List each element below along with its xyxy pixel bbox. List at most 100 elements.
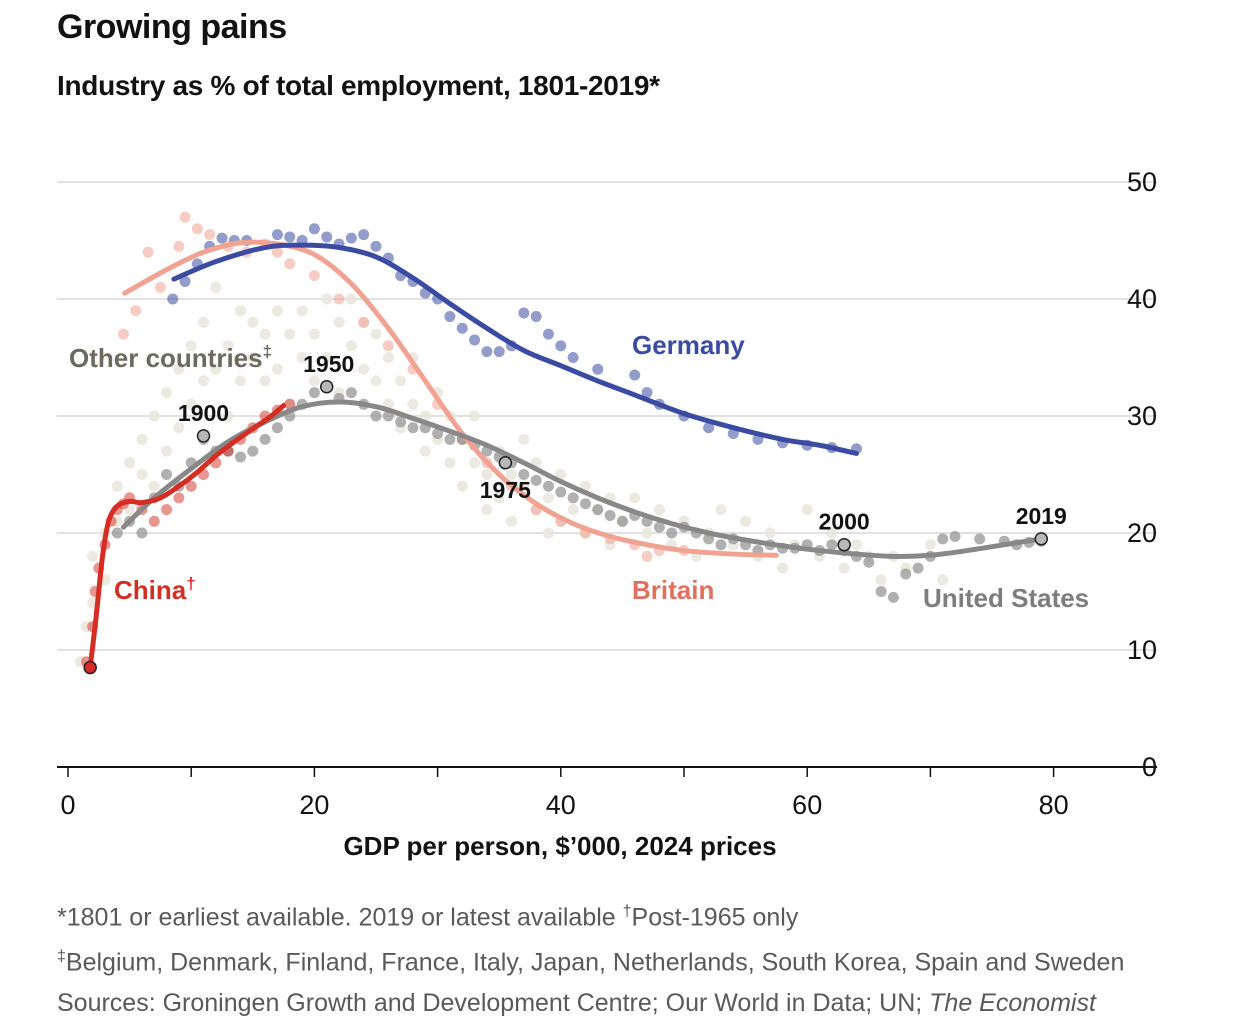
britain-point (142, 246, 154, 258)
united-states-point (715, 539, 727, 551)
other-countries-point (506, 469, 518, 480)
other-countries-point (370, 375, 382, 387)
x-tick-label: 80 (1039, 790, 1069, 820)
germany-point (518, 307, 530, 319)
other-countries-point (198, 375, 210, 387)
y-tick-label: 20 (1127, 518, 1157, 548)
other-countries-point (740, 515, 752, 527)
year-marker (1034, 532, 1049, 546)
other-countries-point (148, 480, 160, 492)
united-states-point (887, 591, 899, 603)
other-countries-point (715, 504, 727, 516)
other-countries-point (296, 352, 308, 363)
united-states-point (161, 469, 173, 480)
other-countries-point (296, 305, 308, 317)
germany-point (493, 346, 505, 358)
china-point (173, 492, 185, 504)
other-countries-point (136, 433, 148, 445)
united-states-point (653, 521, 665, 533)
other-countries-point (542, 492, 554, 504)
britain-label: Britain (632, 575, 714, 605)
other-countries-point (345, 293, 357, 305)
other-countries-point (653, 504, 665, 516)
china-point (185, 480, 197, 492)
other-countries-point (838, 562, 850, 574)
other-countries-point (641, 527, 653, 539)
united-states-point (234, 451, 246, 463)
united-states-point (518, 469, 530, 480)
other-countries-point (469, 410, 481, 422)
germany-trend-line (171, 242, 859, 456)
other-countries-point (161, 387, 173, 399)
other-countries-point (308, 375, 320, 387)
germany-point (284, 231, 296, 243)
united-states-point (567, 492, 579, 504)
year-label: 1975 (480, 477, 531, 503)
curves-layer (87, 239, 1044, 671)
germany-point (179, 275, 191, 287)
germany-point (216, 232, 228, 244)
britain-point (333, 293, 345, 305)
united-states-point (616, 515, 628, 527)
germany-point (542, 328, 554, 340)
other-countries-point (456, 480, 468, 492)
label-layer: 1900 1950 1975 2000 2019 Other countries‡ Germ… (69, 330, 1089, 675)
other-countries-point (321, 352, 333, 363)
germany-point (345, 232, 357, 244)
united-states-point (974, 533, 986, 545)
other-countries-point (210, 363, 222, 375)
britain-point (308, 270, 320, 282)
germany-point (370, 240, 382, 252)
other-countries-point (271, 363, 283, 375)
other-countries-point (777, 562, 789, 574)
germany-point (641, 387, 653, 399)
britain-point (284, 258, 296, 270)
points-layer (74, 211, 1047, 668)
grid-layer (57, 181, 1157, 651)
other-countries-point (567, 504, 579, 516)
united-states-point (395, 416, 407, 428)
other-countries-point (875, 574, 887, 586)
germany-point (629, 369, 641, 381)
other-countries-point (234, 375, 246, 387)
other-countries-point (444, 457, 456, 469)
footnotes: *1801 or earliest available. 2019 or lat… (57, 892, 1124, 1023)
other-countries-point (506, 515, 518, 527)
united-states-point (900, 568, 912, 580)
united-states-point (604, 509, 616, 521)
other-countries-point (284, 328, 296, 340)
united-states-point (407, 422, 419, 434)
year-marker (319, 380, 334, 394)
germany-point (530, 311, 542, 323)
other-countries-point (493, 492, 505, 504)
united-states-point (579, 498, 591, 510)
germany-point (308, 223, 320, 235)
united-states-point (937, 533, 949, 545)
other-countries-point (924, 539, 936, 551)
year-marker (196, 429, 211, 443)
x-axis-label: GDP per person, $’000, 2024 prices (343, 831, 776, 861)
other-countries-point (419, 445, 431, 457)
germany-point (358, 229, 370, 241)
chart-subtitle: Industry as % of total employment, 1801-… (57, 70, 660, 101)
other-countries-point (629, 492, 641, 504)
other-countries-point (136, 469, 148, 480)
united-states-point (247, 445, 259, 457)
y-tick-label: 30 (1127, 401, 1157, 431)
other-countries-point (826, 527, 838, 539)
britain-point (173, 240, 185, 252)
chart-title: Growing pains (57, 8, 287, 46)
other-countries-point (518, 433, 530, 445)
britain-point (641, 550, 653, 562)
other-countries-label: Other countries‡ (69, 342, 272, 373)
china-point (284, 398, 296, 410)
footnote-other-countries: ‡Belgium, Denmark, Finland, France, Ital… (57, 948, 1125, 977)
other-countries-point (555, 469, 567, 480)
other-countries-point (185, 340, 197, 352)
other-countries-point (937, 574, 949, 586)
china-point (161, 504, 173, 516)
britain-point (154, 281, 166, 293)
united-states-point (432, 428, 444, 440)
other-countries-point (308, 328, 320, 340)
